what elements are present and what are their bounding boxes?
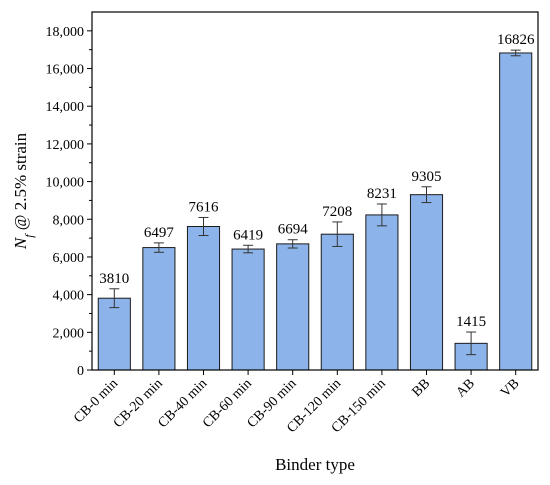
x-tick-label-9: VB xyxy=(498,376,522,400)
y-tick-label-4: 8,000 xyxy=(53,213,85,228)
y-axis-title-sub: f xyxy=(22,233,36,238)
data-label-6: 8231 xyxy=(367,186,397,202)
data-label-4: 6694 xyxy=(278,222,309,238)
y-tick-label-1: 2,000 xyxy=(53,326,85,341)
data-label-9: 16826 xyxy=(497,32,535,48)
data-label-5: 7208 xyxy=(322,204,352,220)
bar-4 xyxy=(276,243,310,371)
error-bar-8 xyxy=(466,331,477,356)
error-bar-3 xyxy=(243,244,254,254)
data-label-3: 6419 xyxy=(233,227,263,243)
data-labels-group: 3810 6497 7616 6419 6694 7208 8231 9305 1415 1682… xyxy=(99,32,535,330)
x-axis-title: Binder type xyxy=(275,455,355,474)
data-label-2: 7616 xyxy=(189,199,220,215)
bar-6 xyxy=(365,214,399,371)
data-label-0: 3810 xyxy=(99,271,129,287)
bar-3 xyxy=(231,248,265,371)
y-tick-label-2: 4,000 xyxy=(53,289,85,304)
bar-9 xyxy=(499,52,533,371)
y-tick-label-3: 6,000 xyxy=(53,251,85,266)
error-bar-4 xyxy=(287,239,298,249)
bar-7 xyxy=(409,194,444,371)
y-axis-title-main: N xyxy=(11,236,30,250)
bar-2 xyxy=(186,225,221,371)
bar-0 xyxy=(97,297,131,371)
error-bar-6 xyxy=(376,203,387,227)
y-tick-label-6: 12,000 xyxy=(46,138,85,153)
y-axis-title-rest: @ 2.5% strain xyxy=(11,132,30,234)
error-bar-7 xyxy=(421,186,432,204)
error-bar-2 xyxy=(198,216,209,237)
y-tick-label-8: 16,000 xyxy=(46,63,85,78)
bar-5 xyxy=(320,233,354,371)
y-axis-ticks: 0 2,000 4,000 6,000 8,000 10,000 12,000 14,000 1… xyxy=(46,25,92,379)
plot-frame xyxy=(91,11,539,371)
y-tick-label-0: 0 xyxy=(77,364,84,379)
x-tick-label-8: AB xyxy=(454,376,478,400)
data-label-1: 6497 xyxy=(144,225,175,241)
data-label-8: 1415 xyxy=(456,314,486,330)
bar-1 xyxy=(142,247,176,371)
y-tick-label-5: 10,000 xyxy=(46,176,85,191)
y-axis-title: Nf @ 2.5% strain xyxy=(11,132,36,250)
y-tick-label-7: 14,000 xyxy=(46,100,85,115)
data-label-7: 9305 xyxy=(412,169,442,185)
bars-group xyxy=(97,52,533,371)
error-bar-9 xyxy=(510,49,521,57)
error-bars-group xyxy=(109,49,521,356)
error-bar-0 xyxy=(109,288,120,309)
x-tick-label-7: BB xyxy=(410,376,434,400)
y-tick-label-9: 18,000 xyxy=(46,25,85,40)
error-bar-1 xyxy=(153,242,164,253)
error-bar-5 xyxy=(332,221,343,247)
